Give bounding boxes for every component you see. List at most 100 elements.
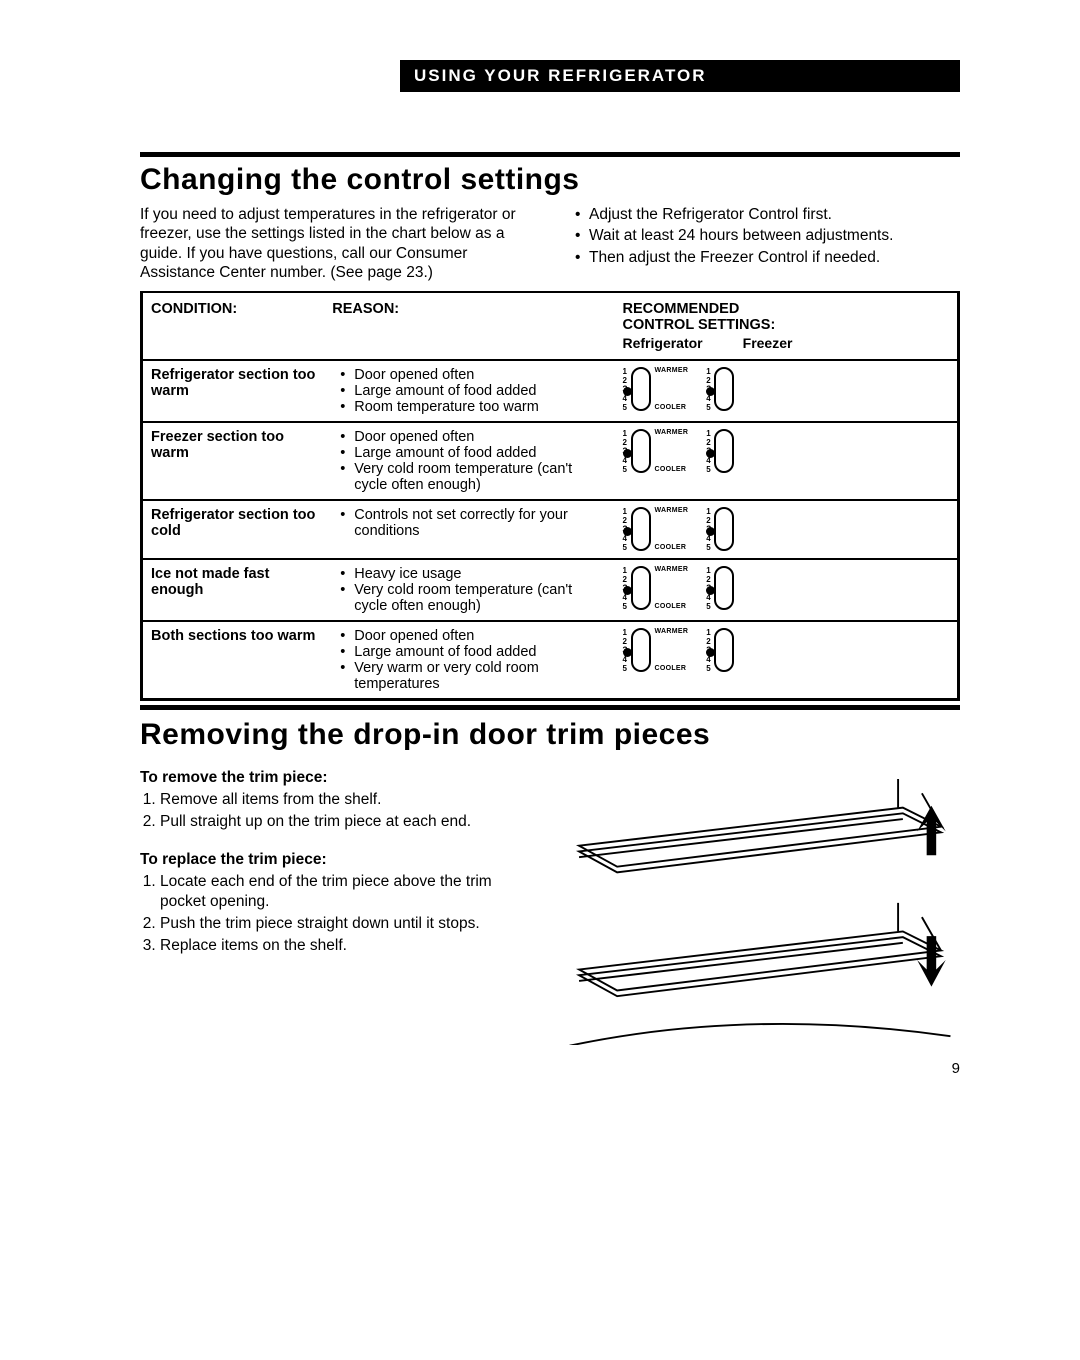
rec-line2: CONTROL SETTINGS: [623, 317, 950, 333]
dial-body [631, 507, 651, 551]
dial-body [714, 429, 734, 473]
dial-unit: 12345WARMERCOOLER [623, 367, 697, 412]
section-rule [140, 152, 960, 157]
intro-right-col: Adjust the Refrigerator Control first. Wa… [565, 205, 960, 283]
trim-section: To remove the trim piece: Remove all ite… [140, 760, 960, 1051]
step-item: Push the trim piece straight down until … [160, 914, 540, 934]
reason-item: Door opened often [344, 429, 606, 445]
rec-line1: RECOMMENDED [623, 301, 950, 317]
dial-body [631, 429, 651, 473]
reason-item: Room temperature too warm [344, 399, 606, 415]
dial-unit: 12345 [706, 507, 736, 552]
reason-item: Very cold room temperature (can't cycle … [344, 582, 606, 614]
dial-indicator [623, 586, 632, 595]
page-number: 9 [140, 1060, 960, 1077]
intro-bullet: Wait at least 24 hours between adjustmen… [579, 226, 960, 245]
dial-unit: 12345WARMERCOOLER [623, 566, 697, 611]
rec-refrig: Refrigerator [623, 335, 703, 351]
table-row: Freezer section too warmDoor opened ofte… [142, 422, 959, 500]
table-row: Refrigerator section too warmDoor opened… [142, 360, 959, 422]
replace-steps-list: Locate each end of the trim piece above … [140, 872, 540, 957]
reason-item: Very warm or very cold room temperatures [344, 660, 606, 692]
section1-intro: If you need to adjust temperatures in th… [140, 205, 960, 283]
dial-indicator [706, 527, 715, 536]
step-item: Remove all items from the shelf. [160, 790, 540, 810]
table-row: Ice not made fast enoughHeavy ice usageV… [142, 559, 959, 621]
condition-cell: Both sections too warm [142, 621, 325, 700]
dial-indicator [623, 387, 632, 396]
dial-unit: 12345WARMERCOOLER [623, 628, 697, 673]
dial-indicator [706, 586, 715, 595]
dial-unit: 12345WARMERCOOLER [623, 429, 697, 474]
section2-title: Removing the drop-in door trim pieces [140, 718, 960, 752]
reason-item: Heavy ice usage [344, 566, 606, 582]
reason-cell: Door opened oftenLarge amount of food ad… [324, 422, 614, 500]
section1-title: Changing the control settings [140, 163, 960, 197]
dial-body [714, 628, 734, 672]
condition-cell: Ice not made fast enough [142, 559, 325, 621]
dial-labels: WARMERCOOLER [655, 429, 689, 473]
dial-labels: WARMERCOOLER [655, 628, 689, 672]
reason-item: Door opened often [344, 628, 606, 644]
step-item: Pull straight up on the trim piece at ea… [160, 812, 540, 832]
dial-body [714, 367, 734, 411]
control-cell: 12345WARMERCOOLER 12345 [615, 500, 959, 559]
condition-cell: Refrigerator section too warm [142, 360, 325, 422]
dial-labels: WARMERCOOLER [655, 367, 689, 411]
reason-item: Controls not set correctly for your cond… [344, 507, 606, 539]
settings-table: CONDITION: REASON: RECOMMENDED CONTROL S… [140, 291, 960, 701]
intro-bullet: Adjust the Refrigerator Control first. [579, 205, 960, 224]
reason-item: Large amount of food added [344, 445, 606, 461]
reason-item: Very cold room temperature (can't cycle … [344, 461, 606, 493]
trim-text: To remove the trim piece: Remove all ite… [140, 760, 540, 1051]
dial-body [631, 566, 651, 610]
dial-indicator [706, 449, 715, 458]
dial-labels: WARMERCOOLER [655, 507, 689, 551]
dial-unit: 12345 [706, 566, 736, 611]
intro-bullet: Then adjust the Freezer Control if neede… [579, 248, 960, 267]
control-cell: 12345WARMERCOOLER 12345 [615, 621, 959, 700]
manual-page: USING YOUR REFRIGERATOR Changing the con… [0, 0, 1080, 1360]
control-cell: 12345WARMERCOOLER 12345 [615, 360, 959, 422]
table-row: Refrigerator section too cold Controls no… [142, 500, 959, 559]
control-cell: 12345WARMERCOOLER 12345 [615, 559, 959, 621]
dial-indicator [623, 648, 632, 657]
reason-cell: Heavy ice usageVery cold room temperatur… [324, 559, 614, 621]
dial-body [714, 507, 734, 551]
th-condition: CONDITION: [142, 292, 325, 360]
reason-item: Door opened often [344, 367, 606, 383]
dial-unit: 12345 [706, 429, 736, 474]
dial-labels: WARMERCOOLER [655, 566, 689, 610]
step-item: Locate each end of the trim piece above … [160, 872, 540, 912]
remove-head: To remove the trim piece: [140, 768, 540, 788]
reason-item: Large amount of food added [344, 383, 606, 399]
reason-cell: Controls not set correctly for your cond… [324, 500, 614, 559]
th-recommended: RECOMMENDED CONTROL SETTINGS: Refrigerat… [615, 292, 959, 360]
intro-left-col: If you need to adjust temperatures in th… [140, 205, 535, 283]
dial-indicator [706, 648, 715, 657]
dial-indicator [623, 449, 632, 458]
rec-freezer: Freezer [743, 335, 793, 351]
step-item: Replace items on the shelf. [160, 936, 540, 956]
dial-body [631, 367, 651, 411]
reason-item: Large amount of food added [344, 644, 606, 660]
replace-head: To replace the trim piece: [140, 850, 540, 870]
dial-body [714, 566, 734, 610]
dial-body [631, 628, 651, 672]
trim-figure [560, 760, 960, 1051]
reason-cell: Door opened oftenLarge amount of food ad… [324, 360, 614, 422]
section-rule-2 [140, 705, 960, 710]
control-cell: 12345WARMERCOOLER 12345 [615, 422, 959, 500]
dial-indicator [623, 527, 632, 536]
dial-indicator [706, 387, 715, 396]
dial-unit: 12345WARMERCOOLER [623, 507, 697, 552]
remove-steps-list: Remove all items from the shelf.Pull str… [140, 790, 540, 832]
th-reason: REASON: [324, 292, 614, 360]
dial-unit: 12345 [706, 628, 736, 673]
condition-cell: Refrigerator section too cold [142, 500, 325, 559]
table-row: Both sections too warmDoor opened oftenL… [142, 621, 959, 700]
condition-cell: Freezer section too warm [142, 422, 325, 500]
dial-unit: 12345 [706, 367, 736, 412]
page-header-bar: USING YOUR REFRIGERATOR [400, 60, 960, 92]
reason-cell: Door opened oftenLarge amount of food ad… [324, 621, 614, 700]
